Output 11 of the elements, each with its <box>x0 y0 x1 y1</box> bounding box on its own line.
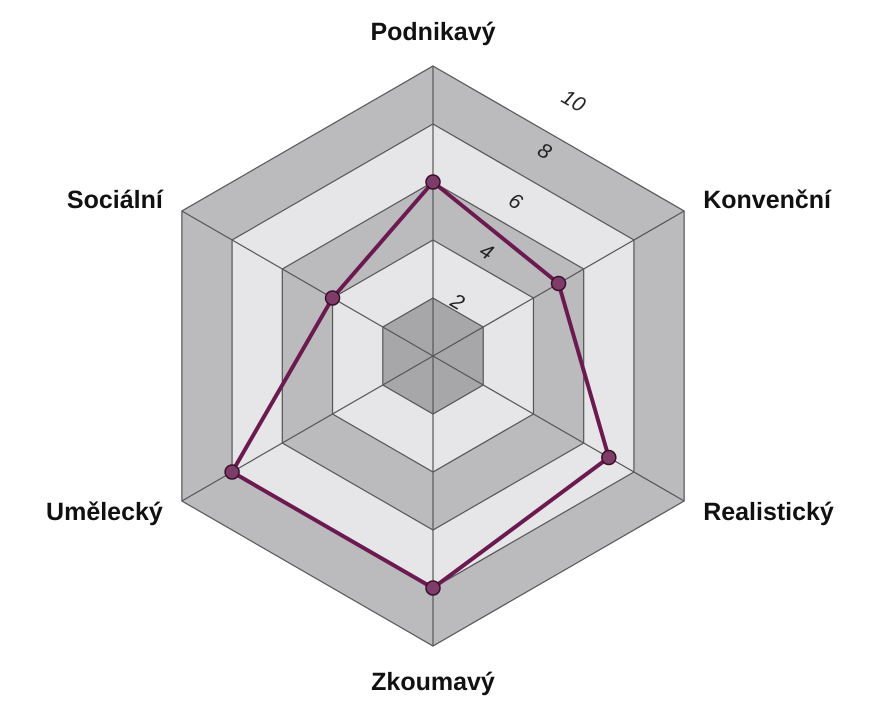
spoke-label: Sociální <box>66 186 164 214</box>
spoke-label: Konvenční <box>703 186 832 214</box>
y-tick-label: 6 <box>504 188 526 215</box>
y-tick-label: 10 <box>557 85 590 118</box>
spoke-label: Zkoumavý <box>371 668 495 696</box>
spoke-label: Umělecký <box>46 498 163 526</box>
y-tick-label: 2 <box>446 288 468 316</box>
spoke-label: Realistický <box>703 498 834 526</box>
y-tick-label: 8 <box>533 138 556 164</box>
spoke-label: Podnikavý <box>370 18 496 46</box>
y-tick-label: 4 <box>475 239 498 265</box>
